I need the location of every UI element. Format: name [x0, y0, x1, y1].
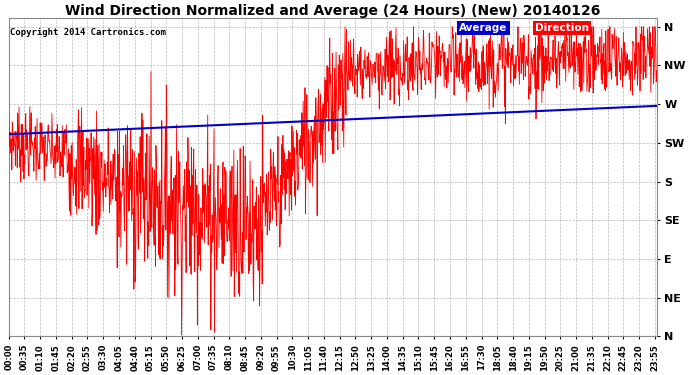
Text: Copyright 2014 Cartronics.com: Copyright 2014 Cartronics.com [10, 28, 166, 37]
Text: Direction: Direction [535, 23, 589, 33]
Title: Wind Direction Normalized and Average (24 Hours) (New) 20140126: Wind Direction Normalized and Average (2… [65, 4, 600, 18]
Text: Average: Average [459, 23, 507, 33]
